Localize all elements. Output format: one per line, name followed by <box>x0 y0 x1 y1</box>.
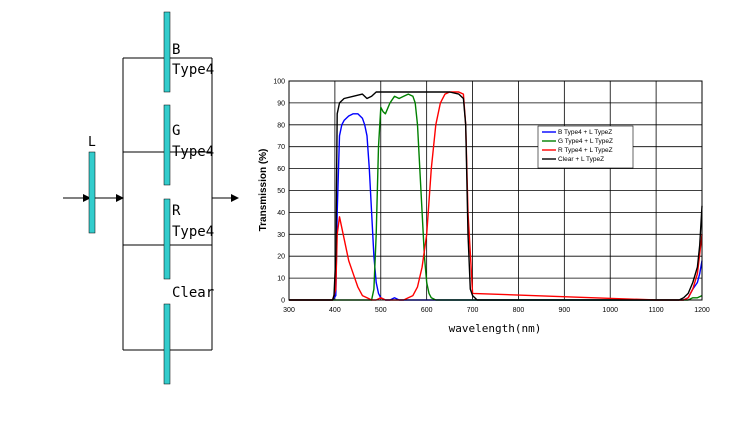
y-tick-label: 50 <box>277 188 285 195</box>
series-line-2 <box>289 91 703 301</box>
x-tick-labels: 300 400 500 600 700 800 900 1000 1100 1200 <box>283 307 710 314</box>
filter-g-name: G <box>172 123 180 139</box>
legend-label-3: Clear + L TypeZ <box>558 156 604 163</box>
y-tick-label: 100 <box>273 79 285 86</box>
transmission-chart: 300 400 500 600 700 800 900 1000 1100 1200 0 10 20 3… <box>258 79 710 336</box>
filter-b <box>163 11 171 93</box>
y-tick-label: 90 <box>277 100 285 107</box>
filter-b-name: B <box>172 42 180 58</box>
y-tick-label: 0 <box>281 298 285 305</box>
filter-clear-name: Clear <box>172 285 214 301</box>
y-tick-labels: 0 10 20 30 40 50 60 70 80 90 100 <box>273 79 285 305</box>
y-tick-label: 70 <box>277 144 285 151</box>
filter-g <box>163 104 171 186</box>
x-tick-label: 1000 <box>602 307 618 314</box>
filter-clear <box>163 303 171 385</box>
legend-label-0: B Type4 + L TypeZ <box>558 129 612 136</box>
legend-items: B Type4 + L TypeZ G Type4 + L TypeZ R Type… <box>542 129 613 163</box>
x-tick-label: 900 <box>558 307 570 314</box>
x-tick-label: 1100 <box>649 307 664 314</box>
y-axis-title: Transmission (%) <box>258 149 269 232</box>
y-tick-label: 10 <box>277 276 285 283</box>
y-tick-label: 40 <box>277 210 285 217</box>
filter-g-type: Type4 <box>172 144 214 160</box>
lens-label: L <box>88 135 96 150</box>
x-tick-label: 700 <box>467 307 479 314</box>
legend: B Type4 + L TypeZ G Type4 + L TypeZ R Type… <box>537 125 634 169</box>
optical-path-diagram: L B Type4 G Type4 R Type4 Clear <box>63 11 239 385</box>
legend-box <box>537 125 634 169</box>
plot-area-frame <box>288 80 703 301</box>
filter-r <box>163 198 171 280</box>
y-tick-label: 20 <box>277 254 285 261</box>
series-line-0 <box>289 113 703 301</box>
y-tick-label: 60 <box>277 166 285 173</box>
legend-label-1: G Type4 + L TypeZ <box>558 138 613 145</box>
x-axis-title: wavelength(nm) <box>449 322 542 335</box>
filter-r-type: Type4 <box>172 224 214 240</box>
lens-element <box>88 151 96 234</box>
filter-b-type: Type4 <box>172 62 214 78</box>
x-tick-label: 400 <box>329 307 341 314</box>
y-tick-label: 80 <box>277 122 285 129</box>
series-line-3 <box>289 91 703 301</box>
x-tick-label: 600 <box>421 307 433 314</box>
y-tick-label: 30 <box>277 232 285 239</box>
legend-label-2: R Type4 + L TypeZ <box>558 147 613 154</box>
series-lines <box>289 91 703 301</box>
filter-r-name: R <box>172 203 181 219</box>
x-tick-label: 300 <box>283 307 295 314</box>
x-tick-label: 500 <box>375 307 387 314</box>
x-tick-label: 800 <box>513 307 525 314</box>
x-tick-label: 1200 <box>694 307 710 314</box>
